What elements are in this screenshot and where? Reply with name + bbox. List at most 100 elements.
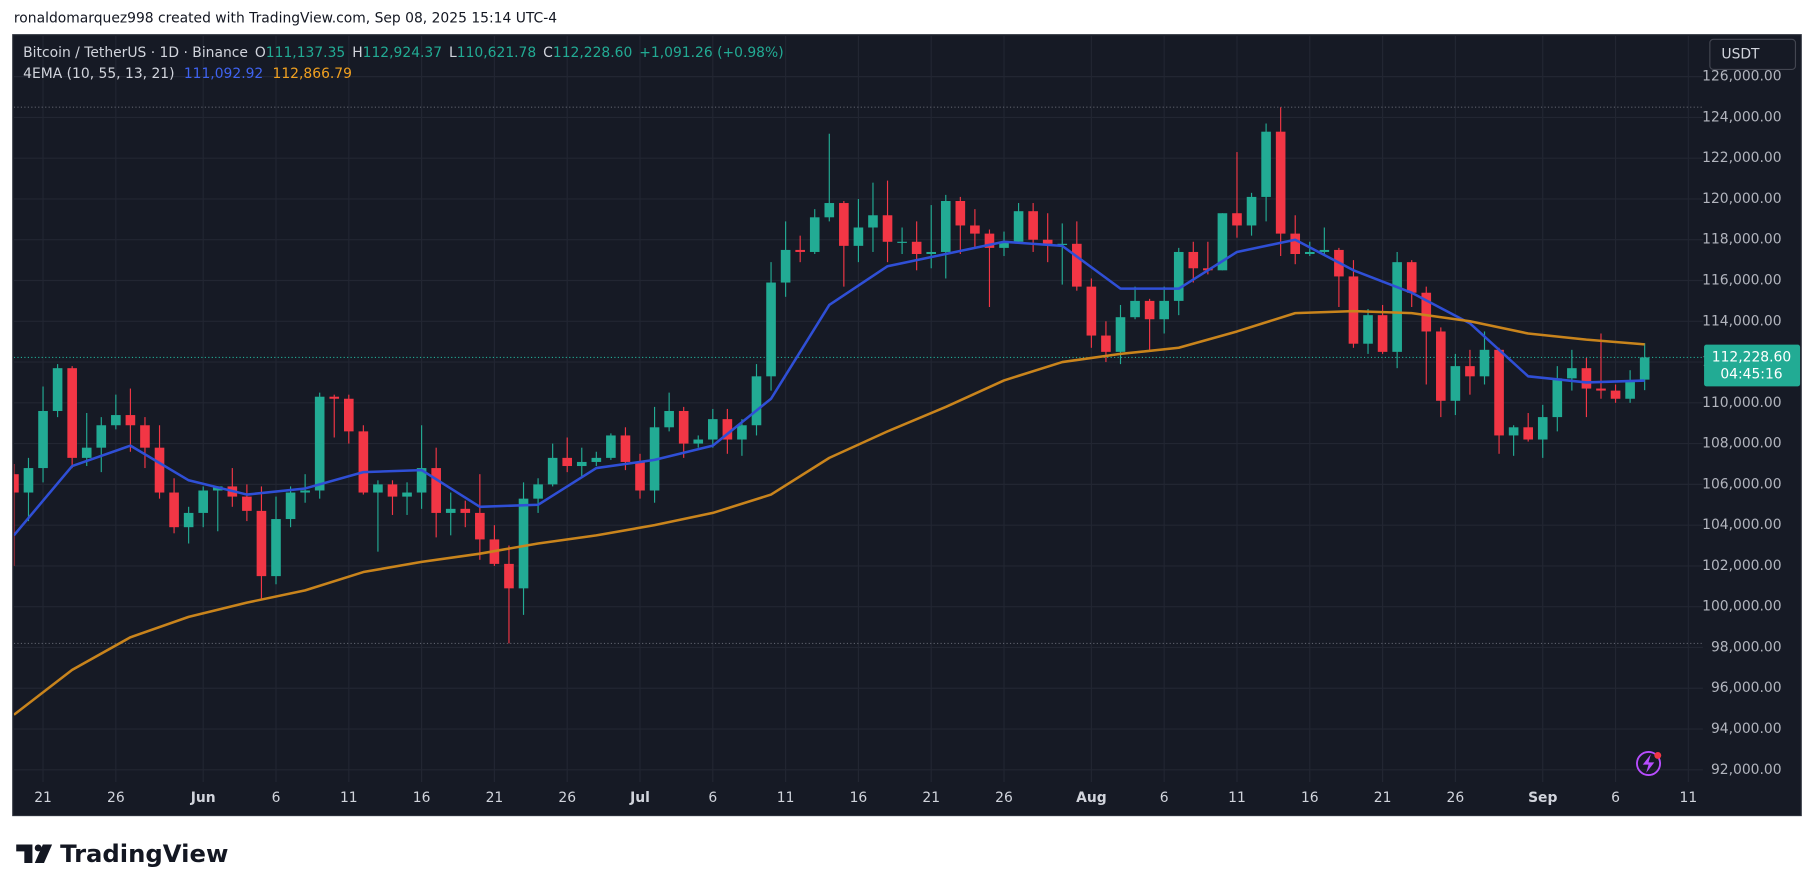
candle-body [402, 492, 412, 497]
candle-body [1159, 300, 1169, 320]
x-tick-label: Sep [1528, 790, 1557, 806]
candle-body [1072, 243, 1082, 287]
x-tick-label: 6 [1611, 790, 1620, 806]
candle-body [1494, 349, 1504, 436]
y-tick-label: 120,000.00 [1702, 191, 1781, 207]
y-tick-label: 104,000.00 [1702, 517, 1781, 533]
x-tick-label: 26 [995, 790, 1013, 806]
candle-body [242, 496, 252, 511]
ohlc-value: 112,228.60 [553, 45, 632, 61]
candle-body [1232, 213, 1242, 226]
candle-body [839, 203, 849, 246]
last-price-label: 112,228.60 [1712, 349, 1791, 365]
candle-body [431, 468, 441, 513]
candle-body [1537, 417, 1548, 440]
x-tick-label: 26 [1447, 790, 1465, 806]
candle-body [606, 435, 616, 458]
indicator-value: 111,092.92 [184, 66, 263, 82]
countdown: 04:45:16 [1720, 367, 1782, 383]
change: +1,091.26 (+0.98%) [639, 45, 783, 61]
y-tick-label: 102,000.00 [1702, 558, 1781, 574]
y-tick-label: 100,000.00 [1702, 599, 1781, 615]
candle-body [38, 410, 48, 469]
indicator-name: 4EMA (10, 55, 13, 21) [23, 66, 174, 82]
candle-body [23, 468, 34, 493]
candle-body [518, 498, 529, 589]
y-tick-label: 108,000.00 [1702, 436, 1781, 452]
candle-body [955, 200, 966, 226]
candle-body [533, 484, 543, 499]
x-tick-label: 6 [1160, 790, 1169, 806]
candle-body [1319, 249, 1330, 252]
x-tick-label: 21 [922, 790, 940, 806]
y-tick-label: 98,000.00 [1711, 639, 1782, 655]
candle-body [766, 282, 776, 377]
candle-body [1304, 251, 1315, 255]
candle-body [1406, 262, 1417, 293]
candle-body [1421, 292, 1432, 332]
candle-body [1610, 390, 1621, 399]
x-tick-label: Aug [1076, 790, 1107, 806]
candle-body [1552, 378, 1563, 418]
y-tick-label: 94,000.00 [1711, 721, 1782, 737]
candle-body [373, 484, 383, 493]
y-tick-label: 122,000.00 [1702, 150, 1781, 166]
candle-body [1086, 286, 1097, 336]
candle-body [795, 249, 805, 252]
candle-body [198, 490, 209, 513]
x-tick-label: Jun [190, 790, 216, 806]
candle-body [1115, 317, 1126, 352]
candle-body [1246, 196, 1257, 226]
x-tick-label: 21 [486, 790, 504, 806]
y-tick-label: 116,000.00 [1702, 273, 1781, 289]
candle-body [154, 447, 165, 493]
candle-body [868, 215, 878, 228]
brand-name: TradingView [60, 839, 228, 868]
candle-body [1392, 262, 1402, 352]
ohlc-value: 112,924.37 [363, 45, 442, 61]
x-tick-label: 21 [1374, 790, 1392, 806]
candle-body [664, 410, 674, 428]
candle-body [169, 492, 179, 528]
symbol: Bitcoin / TetherUS · 1D · Binance [23, 45, 248, 61]
candle-body [1217, 213, 1228, 271]
axes: 92,000.00 94,000.00 96,000.00 98,000.00 100,… [34, 38, 1801, 806]
currency-button[interactable] [1709, 38, 1797, 70]
candle-body [1130, 300, 1140, 318]
candle-body [780, 249, 791, 283]
y-tick-label: 110,000.00 [1702, 395, 1781, 411]
candle-body [96, 425, 107, 448]
candle-body [751, 376, 762, 426]
candle-body [722, 419, 733, 440]
candle-body [911, 241, 922, 255]
candle-body [285, 492, 296, 520]
x-tick-label: 21 [34, 790, 52, 806]
x-tick-label: 11 [340, 790, 358, 806]
x-tick-label: 6 [708, 790, 717, 806]
candle-body [314, 396, 325, 491]
legend-row: Bitcoin / TetherUS · 1D · Binance O111,13… [23, 45, 783, 61]
currency-label: USDT [1721, 46, 1760, 62]
y-tick-label: 96,000.00 [1711, 680, 1782, 696]
candle-body [970, 225, 980, 234]
x-tick-label: 16 [850, 790, 868, 806]
candle-body [1508, 427, 1519, 436]
x-tick-label: 26 [558, 790, 576, 806]
alert-icon[interactable] [1636, 751, 1662, 777]
candle-body [13, 474, 19, 493]
candle-body [1028, 211, 1038, 240]
candle-body [1013, 211, 1024, 242]
candle-body [1625, 380, 1635, 399]
candle-body [1188, 251, 1199, 269]
y-tick-label: 92,000.00 [1711, 762, 1782, 778]
y-tick-label: 124,000.00 [1702, 109, 1781, 125]
candle-body [1290, 233, 1301, 255]
candle-body [999, 241, 1009, 248]
candle-body [576, 461, 587, 467]
y-tick-label: 118,000.00 [1702, 232, 1781, 248]
candle-body [1363, 315, 1373, 344]
candle-body [678, 410, 689, 444]
x-tick-label: 11 [777, 790, 795, 806]
candle-body [562, 457, 573, 467]
